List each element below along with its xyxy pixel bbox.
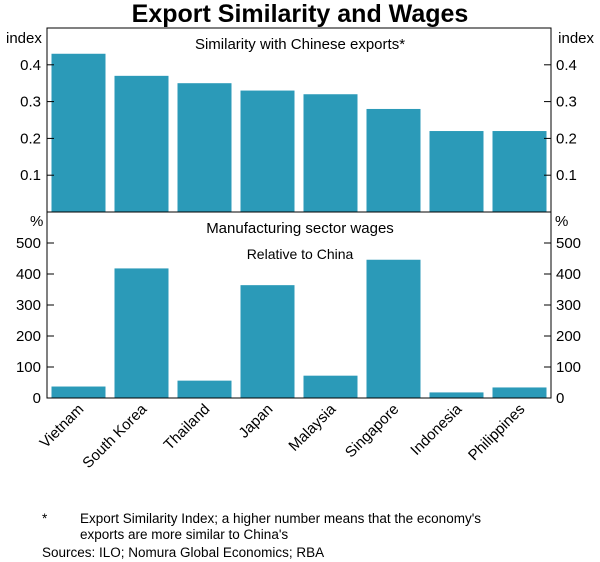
tick-label-right: 0.4	[556, 57, 577, 74]
bar-similarity-3	[240, 90, 295, 212]
footnote-marker: *	[42, 511, 48, 526]
tick-label-left: 0.3	[20, 94, 41, 111]
footnote-line-2: exports are more similar to China's	[80, 527, 289, 542]
tick-label-left: 400	[16, 266, 41, 283]
tick-label-left: 0.1	[20, 167, 41, 184]
plot-border	[46, 27, 552, 399]
tick-label-left: 500	[16, 235, 41, 252]
bar-wages-1	[114, 268, 169, 398]
bar-similarity-2	[177, 83, 232, 212]
wages-unit-left: %	[30, 213, 43, 230]
bar-wages-3	[240, 285, 295, 398]
category-label: Vietnam	[37, 401, 88, 452]
wages-panel-title: Manufacturing sector wages	[206, 220, 394, 237]
bar-similarity-6	[429, 131, 484, 212]
wages-panel: Manufacturing sector wages Relative to C…	[16, 213, 581, 407]
bar-wages-6	[429, 392, 484, 398]
chart-title: Export Similarity and Wages	[132, 0, 469, 28]
tick-label-left: 0.4	[20, 57, 41, 74]
bar-wages-4	[303, 375, 358, 398]
tick-label-right: 200	[556, 328, 581, 345]
similarity-bars	[51, 53, 547, 213]
similarity-unit-left: index	[6, 30, 42, 47]
bar-wages-5	[366, 259, 421, 398]
category-label: Malaysia	[285, 400, 339, 454]
tick-label-left: 300	[16, 297, 41, 314]
similarity-unit-right: index	[558, 30, 594, 47]
tick-label-right: 300	[556, 297, 581, 314]
bar-wages-2	[177, 380, 232, 398]
bar-similarity-5	[366, 108, 421, 212]
similarity-panel: Similarity with Chinese exports* index i…	[6, 30, 595, 213]
tick-label-right: 0	[556, 390, 564, 407]
tick-label-right: 0.2	[556, 130, 577, 147]
category-label: South Korea	[79, 400, 150, 471]
category-label: Singapore	[342, 401, 402, 461]
tick-label-left: 0.2	[20, 130, 41, 147]
tick-label-right: 400	[556, 266, 581, 283]
category-label: Thailand	[161, 401, 214, 454]
similarity-ticks: 0.1 0.1 0.2 0.2 0.3 0.3 0.4 0.4	[20, 57, 577, 184]
tick-label-right: 0.3	[556, 94, 577, 111]
bar-similarity-4	[303, 94, 358, 212]
category-label: Indonesia	[407, 400, 465, 458]
bar-wages-0	[51, 386, 106, 398]
tick-label-right: 100	[556, 359, 581, 376]
bar-similarity-0	[51, 53, 106, 213]
wages-bars	[51, 259, 547, 398]
bar-wages-7	[492, 387, 547, 398]
tick-label-left: 0	[33, 390, 41, 407]
tick-label-left: 200	[16, 328, 41, 345]
sources-note: Sources: ILO; Nomura Global Economics; R…	[42, 545, 325, 560]
similarity-panel-title: Similarity with Chinese exports*	[195, 36, 405, 53]
category-label: Japan	[235, 401, 276, 442]
tick-label-left: 100	[16, 359, 41, 376]
wages-panel-subtitle: Relative to China	[247, 246, 354, 262]
bar-similarity-1	[114, 75, 169, 212]
wages-unit-right: %	[555, 213, 568, 230]
bar-similarity-7	[492, 131, 547, 212]
tick-label-right: 0.1	[556, 167, 577, 184]
plot-frame	[46, 27, 552, 399]
footnote-line-1: Export Similarity Index; a higher number…	[80, 511, 482, 526]
category-label: Philippines	[465, 401, 528, 464]
tick-label-right: 500	[556, 235, 581, 252]
